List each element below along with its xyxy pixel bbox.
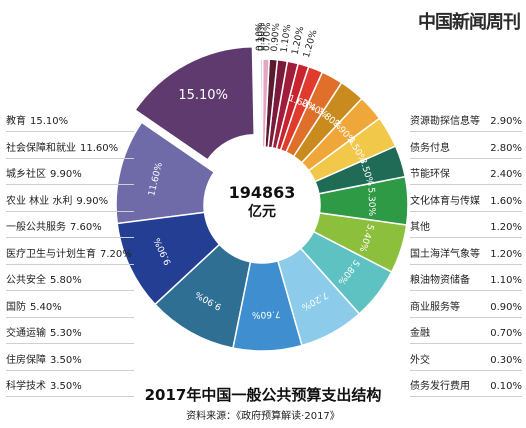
pie-slice (258, 58, 262, 148)
legend-label: 国土海洋气象等 (410, 248, 480, 260)
legend-label: 住房保障 (6, 354, 46, 366)
legend-label: 一般公共服务 (6, 222, 66, 233)
legend-value: 15.10% (30, 116, 69, 127)
pie-slice (276, 247, 361, 347)
legend-label: 资源勘探信息等 (410, 116, 480, 127)
legend-item: 公共安全 5.80% (6, 275, 134, 291)
legend-value: 7.20% (100, 248, 132, 260)
legend-label: 农业 林业 水利 (6, 195, 73, 207)
pie-slice (153, 243, 252, 349)
pie-slice (232, 259, 303, 352)
legend-label: 债务付息 (410, 142, 450, 154)
legend-value: 3.50% (50, 381, 82, 392)
slice-value-label: 0.10% (255, 22, 265, 51)
legend-label: 国防 (6, 301, 26, 313)
legend-item: 债务发行费用 0.10% (410, 381, 522, 397)
legend-value: 1.20% (490, 248, 522, 260)
legend-item: 外交 0.30% (410, 355, 522, 371)
center-unit: 亿元 (248, 203, 276, 220)
legend-item: 资源勘探信息等 2.90% (410, 116, 522, 132)
legend-value: 1.10% (490, 275, 522, 286)
pie-slice (115, 121, 216, 225)
slice-value-label: 5.30% (366, 187, 377, 216)
legend-value: 3.50% (50, 354, 82, 366)
legend-item: 其他 1.20% (410, 222, 522, 238)
legend-value: 5.30% (50, 328, 82, 339)
legend-label: 节能环保 (410, 169, 450, 180)
pie-slice (312, 212, 408, 273)
legend-item: 教育 15.10% (6, 116, 134, 132)
legend-value: 9.90% (76, 195, 109, 207)
legend-label: 金融 (410, 328, 430, 339)
pie-slice (133, 45, 255, 161)
legend-value: 2.80% (490, 142, 522, 154)
legend-value: 0.30% (490, 354, 522, 366)
slice-value-label: 0.90% (270, 22, 282, 52)
slice-value-label: 0.30% (257, 22, 267, 51)
legend-value: 1.60% (490, 195, 522, 207)
legend-item: 交通运输 5.30% (6, 328, 134, 344)
legend-item: 医疗卫生与计划生育 7.20% (6, 249, 134, 265)
legend-value: 0.90% (490, 301, 522, 313)
slice-value-label: 7.60% (251, 308, 280, 319)
pie-slice (318, 175, 409, 226)
legend-item: 粮油物资储备 1.10% (410, 275, 522, 291)
pie-slice (300, 97, 381, 172)
legend-item: 农业 林业 水利 9.90% (6, 196, 134, 212)
slice-value-label: 15.10% (178, 88, 228, 103)
legend-item: 社会保障和就业 11.60% (6, 143, 134, 159)
slice-value-label: 1.10% (280, 23, 294, 53)
pie-slice (314, 145, 407, 195)
legend-value: 2.40% (490, 169, 522, 180)
chart-source: 资料来源：《政府预算解读·2017》 (186, 411, 340, 422)
legend-item: 金融 0.70% (410, 328, 522, 344)
legend-label: 科学技术 (6, 381, 46, 392)
legend-value: 0.10% (490, 381, 522, 392)
legend-value: 2.90% (490, 116, 522, 127)
legend-label: 外交 (410, 354, 430, 366)
legend-label: 其他 (410, 222, 430, 233)
legend-item: 城乡社区 9.90% (6, 169, 134, 185)
legend-label: 商业服务等 (410, 301, 460, 313)
legend-item: 节能环保 2.40% (410, 169, 522, 185)
legend-label: 交通运输 (6, 328, 46, 339)
pie-slice (292, 81, 363, 164)
legend-item: 债务付息 2.80% (410, 143, 522, 159)
legend-item: 国防 5.40% (6, 302, 134, 318)
legend-item: 商业服务等 0.90% (410, 302, 522, 318)
legend-label: 粮油物资储备 (410, 275, 470, 286)
legend-value: 5.40% (30, 301, 62, 313)
pie-slice (299, 230, 393, 315)
legend-item: 住房保障 3.50% (6, 355, 134, 371)
legend-value: 9.90% (50, 169, 82, 180)
legend-label: 社会保障和就业 (6, 142, 76, 154)
pie-slice (116, 211, 221, 306)
legend-value: 1.20% (490, 222, 522, 233)
masthead-logo: 中国新闻周刊 (418, 12, 521, 33)
legend-item: 国土海洋气象等 1.20% (410, 249, 522, 265)
slice-value-label: 0.70% (262, 22, 273, 51)
chart-title: 2017年中国一般公共预算支出结构 (144, 386, 382, 404)
center-total: 194863 (229, 183, 296, 202)
legend-label: 公共安全 (6, 275, 46, 286)
legend-item: 一般公共服务 7.60% (6, 222, 134, 238)
legend-label: 债务发行费用 (410, 381, 470, 392)
pie-slice (307, 117, 397, 183)
legend-label: 文化体育与传媒 (410, 195, 480, 207)
legend-label: 教育 (6, 116, 26, 127)
legend-label: 城乡社区 (6, 169, 46, 180)
legend-value: 5.80% (50, 275, 82, 286)
legend-item: 文化体育与传媒 1.60% (410, 196, 522, 212)
legend-item: 科学技术 3.50% (6, 381, 134, 397)
legend-label: 医疗卫生与计划生育 (6, 248, 96, 260)
legend-value: 11.60% (80, 142, 119, 154)
legend-value: 7.60% (70, 222, 102, 233)
legend-value: 0.70% (490, 328, 522, 339)
